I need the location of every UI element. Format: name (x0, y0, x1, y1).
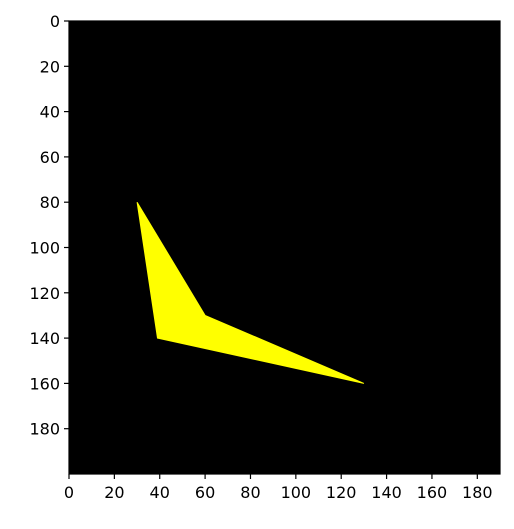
x-tick-label: 20 (104, 483, 124, 502)
yellow-polygon (136, 201, 365, 384)
x-tick-label: 80 (240, 483, 260, 502)
axes: 0 20 40 60 80 100 120 140 160 180 0 20 40 60 80 100 120 1… (29, 12, 501, 502)
y-tick-label: 160 (29, 374, 60, 393)
y-tick-label: 0 (50, 12, 60, 31)
y-tick-label: 80 (40, 193, 60, 212)
image-background (69, 21, 500, 474)
x-tick-label: 60 (195, 483, 215, 502)
y-tick-label: 60 (40, 148, 60, 167)
x-tick-label: 120 (326, 483, 357, 502)
x-tick-label: 0 (64, 483, 74, 502)
y-tick-label: 140 (29, 329, 60, 348)
y-tick-label: 40 (40, 103, 60, 122)
x-tick-label: 180 (462, 483, 493, 502)
y-tick-label: 180 (29, 420, 60, 439)
x-tick-label: 140 (371, 483, 402, 502)
x-tick-label: 100 (281, 483, 312, 502)
y-tick-label: 120 (29, 284, 60, 303)
x-tick-label: 160 (417, 483, 448, 502)
y-tick-label: 20 (40, 57, 60, 76)
shape-layer (136, 201, 365, 384)
plot-area (69, 21, 500, 474)
x-tick-label: 40 (150, 483, 170, 502)
y-tick-label: 100 (29, 239, 60, 258)
